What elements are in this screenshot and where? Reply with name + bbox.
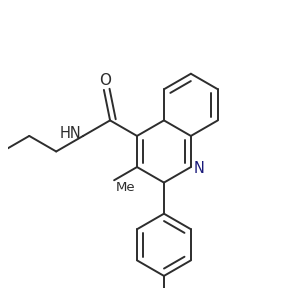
Text: O: O xyxy=(99,73,111,88)
Text: Me: Me xyxy=(116,181,135,194)
Text: HN: HN xyxy=(60,126,82,141)
Text: N: N xyxy=(193,161,204,176)
